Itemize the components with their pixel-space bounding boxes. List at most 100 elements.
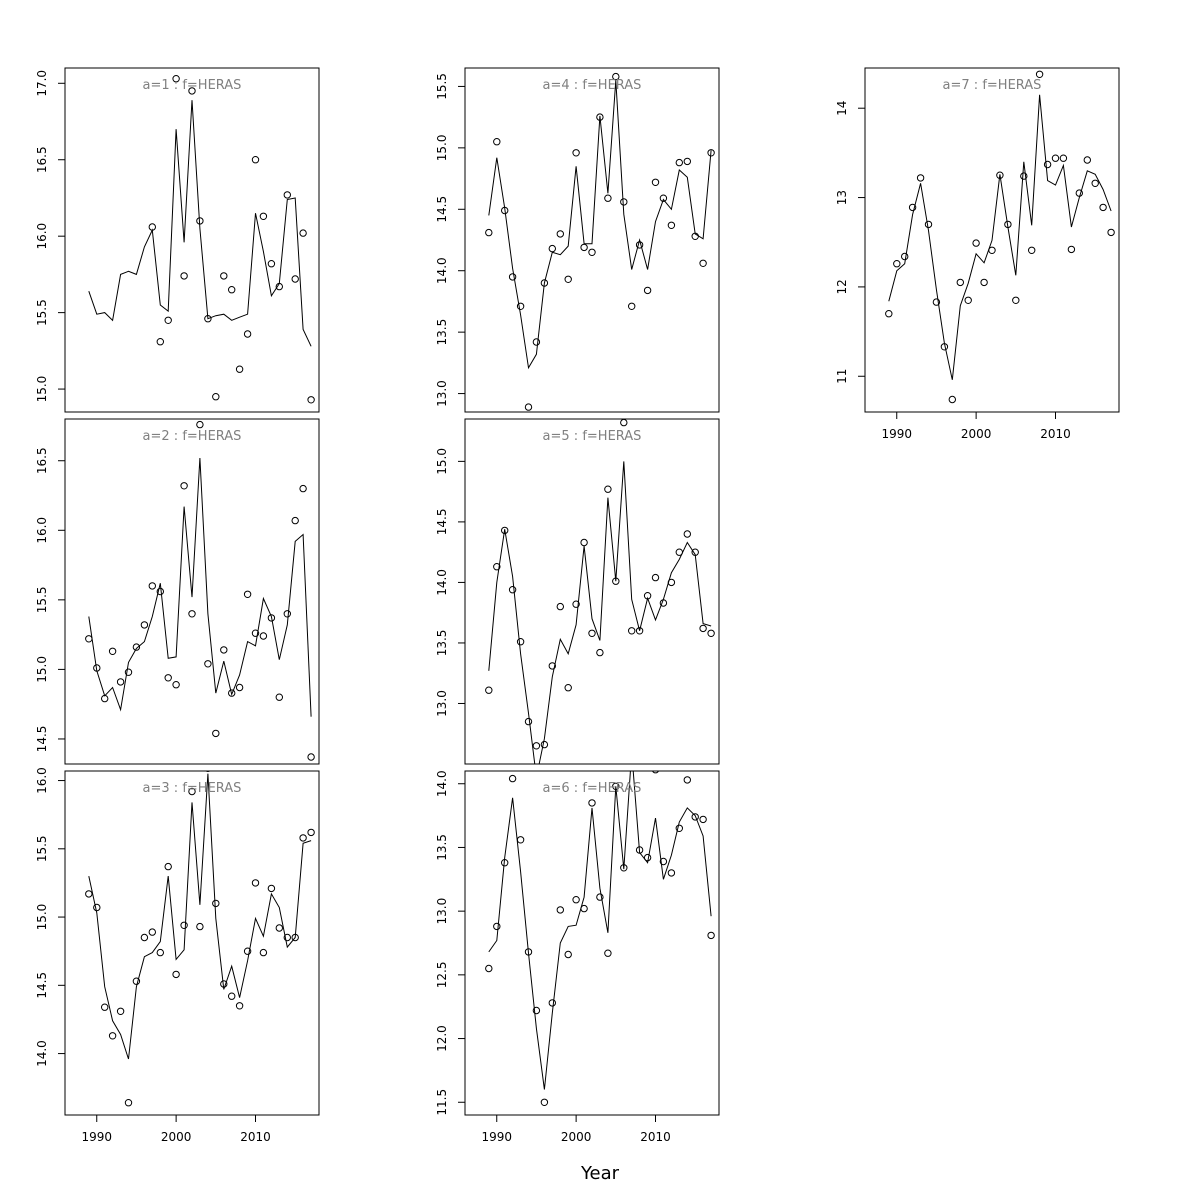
- observed-point: [628, 627, 636, 635]
- observed-point: [1067, 245, 1076, 254]
- observed-point: [707, 931, 715, 940]
- y-tick-label: 14.5: [35, 972, 49, 999]
- observed-point: [651, 573, 660, 582]
- observed-point: [635, 846, 644, 854]
- observed-point: [291, 933, 299, 942]
- observed-point: [691, 232, 699, 241]
- fitted-line: [88, 100, 312, 347]
- observed-point: [572, 149, 580, 157]
- y-tick-label: 11.5: [435, 1089, 449, 1116]
- observed-point: [604, 485, 612, 493]
- observed-point: [1051, 154, 1060, 162]
- observed-point: [508, 774, 517, 783]
- panel-frame: [64, 770, 320, 1116]
- panel-frame: [464, 770, 720, 1116]
- observed-point: [164, 674, 172, 682]
- observed-point: [156, 338, 165, 346]
- x-tick-label: 1990: [81, 1130, 112, 1144]
- observed-point: [691, 548, 699, 556]
- observed-point: [1004, 220, 1012, 229]
- panel-title: a=6 : f=HERAS: [543, 781, 642, 796]
- observed-point: [228, 286, 236, 294]
- plot-area: [885, 70, 1115, 404]
- observed-point: [307, 828, 315, 837]
- observed-point: [532, 742, 541, 750]
- observed-point: [196, 217, 204, 225]
- fitted-line: [488, 461, 712, 764]
- observed-point: [164, 862, 172, 871]
- observed-point: [635, 241, 644, 249]
- observed-point: [699, 815, 707, 824]
- observed-point: [204, 660, 212, 668]
- observed-point: [556, 602, 564, 611]
- observed-point: [291, 516, 299, 525]
- observed-point: [228, 992, 236, 1000]
- observed-point: [124, 668, 133, 676]
- panel-frame: [464, 67, 720, 413]
- observed-point: [651, 178, 660, 187]
- observed-point: [1012, 296, 1020, 304]
- observed-point: [493, 138, 501, 146]
- observed-point: [532, 338, 541, 346]
- observed-point: [667, 869, 676, 877]
- observed-point: [1091, 179, 1099, 188]
- y-tick-label: 15.5: [35, 299, 49, 326]
- y-tick-label: 15.0: [435, 448, 449, 475]
- observed-point: [643, 853, 652, 862]
- observed-point: [220, 272, 228, 280]
- y-tick-label: 12.0: [435, 1025, 449, 1052]
- observed-point: [164, 316, 172, 324]
- fitted-line: [88, 457, 312, 717]
- observed-point: [283, 610, 291, 618]
- observed-point: [148, 928, 157, 936]
- observed-point: [251, 156, 260, 164]
- observed-point: [188, 787, 196, 796]
- observed-point: [948, 395, 956, 404]
- plot-area: [485, 419, 715, 764]
- observed-point: [620, 419, 628, 427]
- y-tick-label: 14.0: [435, 257, 449, 284]
- observed-point: [667, 221, 676, 230]
- fitted-line: [488, 771, 712, 1090]
- observed-point: [932, 298, 941, 306]
- y-tick-label: 16.0: [35, 517, 49, 544]
- observed-point: [85, 890, 93, 898]
- observed-point: [101, 694, 109, 703]
- panel-frame: [864, 67, 1120, 413]
- plot-area: [485, 72, 715, 411]
- observed-point: [964, 296, 972, 304]
- observed-point: [307, 396, 315, 404]
- x-tick-label: 2010: [240, 1130, 271, 1144]
- observed-point: [516, 302, 525, 310]
- observed-point: [132, 643, 141, 651]
- observed-point: [259, 632, 268, 640]
- observed-point: [556, 906, 564, 914]
- observed-point: [659, 857, 668, 866]
- observed-point: [707, 149, 715, 157]
- y-tick-label: 13.5: [435, 630, 449, 657]
- observed-point: [1083, 156, 1092, 164]
- observed-point: [612, 577, 620, 585]
- observed-point: [885, 310, 893, 318]
- y-tick-label: 14: [835, 101, 849, 116]
- observed-point: [659, 599, 668, 607]
- observed-point: [893, 260, 901, 268]
- y-tick-label: 14.0: [435, 770, 449, 797]
- observed-point: [699, 259, 707, 267]
- observed-point: [85, 635, 93, 643]
- observed-point: [901, 252, 909, 261]
- observed-point: [299, 834, 307, 842]
- y-tick-label: 13: [835, 190, 849, 205]
- panel-2: a=2 : f=HERAS 14.5 15.0 15.5 16.0 16.5: [35, 418, 320, 765]
- x-tick-label: 2000: [961, 427, 992, 441]
- observed-point: [501, 206, 509, 215]
- y-tick-label: 15.5: [435, 73, 449, 100]
- observed-point: [524, 717, 533, 726]
- observed-point: [588, 799, 596, 807]
- observed-point: [212, 899, 220, 908]
- observed-point: [1020, 172, 1028, 180]
- observed-point: [251, 879, 260, 887]
- observed-point: [980, 278, 988, 287]
- y-tick-label: 15.5: [35, 835, 49, 862]
- observed-point: [212, 729, 220, 738]
